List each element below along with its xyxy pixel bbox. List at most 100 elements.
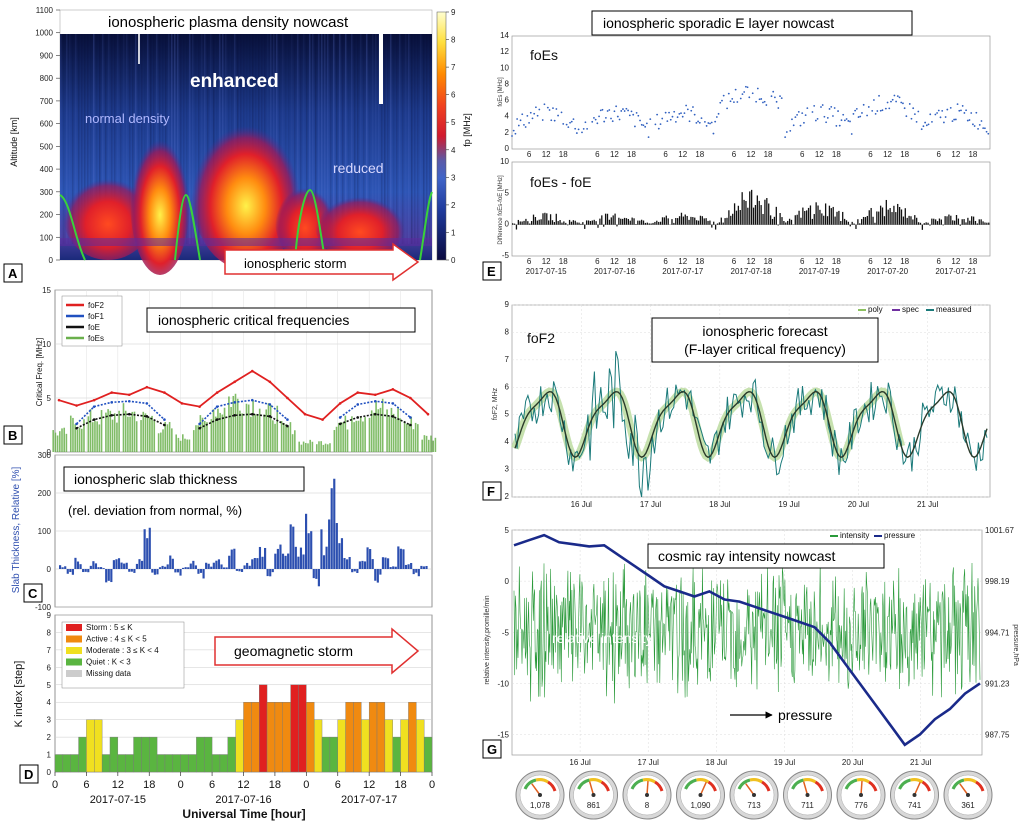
panel-e-top-ytick: 14 — [500, 31, 509, 40]
foes-foe-bar — [599, 218, 601, 225]
plasma-stripe — [177, 34, 179, 244]
foes-point — [965, 109, 967, 112]
foes-foe-bar — [934, 219, 937, 225]
foes-foe-bar — [809, 205, 812, 225]
slab-bar — [192, 560, 195, 569]
slab-bar — [156, 569, 159, 575]
foes-foe-bar — [568, 219, 571, 225]
point-foF2 — [57, 398, 61, 402]
foes-foe-bar — [811, 218, 813, 225]
slab-bar — [64, 566, 67, 569]
foes-point — [674, 120, 677, 123]
colorbar-tick-label: 6 — [451, 91, 456, 100]
foes-foe-bar — [912, 219, 914, 225]
slab-bar — [212, 562, 215, 569]
k-index-bar — [321, 736, 331, 773]
foes-bar — [309, 439, 311, 452]
panel-e-top-ytick: 12 — [500, 47, 509, 56]
gauge-arc-red — [761, 780, 771, 792]
gauge-arc-red — [654, 780, 664, 792]
foes-point — [867, 106, 870, 108]
foes-foe-bar — [980, 219, 982, 225]
panel-f-ytick: 9 — [505, 300, 510, 309]
panel-d-ylabel: K index [step] — [13, 661, 25, 728]
foes-bar — [113, 413, 116, 452]
foes-point — [562, 123, 565, 125]
foes-bar — [214, 416, 217, 452]
panel-a-colorbar-label: fp [MHz] — [462, 113, 472, 147]
panel-e-bottom-hour-tick: 6 — [595, 257, 600, 266]
panel-a-ytick-label: 700 — [40, 97, 54, 106]
foes-foe-bar — [807, 207, 810, 225]
foes-foe-bar — [984, 222, 986, 225]
panel-e-top-hour-tick: 12 — [678, 150, 687, 159]
foes-foe-bar — [661, 217, 664, 225]
foes-bar — [197, 425, 199, 452]
foes-bar — [76, 429, 79, 452]
point-foF2 — [250, 369, 254, 373]
panel-c-yaxis: -100 0 100 200 300 — [35, 451, 52, 612]
panel-e-top-hour-tick: 6 — [663, 150, 668, 159]
slab-bar — [402, 549, 405, 569]
foes-bar — [56, 435, 59, 452]
panel-d-xtick-label: 0 — [303, 779, 309, 791]
slab-bar — [287, 553, 290, 569]
panel-d-plot — [54, 684, 433, 773]
panel-d-ytick-label: 1 — [47, 751, 52, 760]
foes-foe-bar — [701, 216, 703, 225]
gauge-hub — [645, 793, 649, 797]
foes-point — [575, 132, 578, 134]
foes-bar — [83, 419, 85, 452]
gauge-needle — [531, 783, 541, 796]
foes-foe-bar — [608, 219, 611, 225]
foes-point — [973, 125, 976, 127]
foes-foe-bar — [861, 219, 863, 225]
foes-foe-bar — [957, 218, 960, 225]
foes-bar — [234, 393, 237, 452]
foes-foe-bar — [711, 224, 713, 228]
foes-point — [512, 129, 515, 132]
point-foF2 — [233, 380, 237, 384]
foes-bar — [329, 443, 331, 452]
foes-point — [739, 97, 742, 100]
foes-foe-bar — [530, 221, 533, 225]
panel-g-title-box — [647, 543, 885, 569]
plasma-stripe — [186, 34, 188, 244]
foes-bar — [417, 424, 419, 452]
plasma-stripe — [102, 34, 104, 244]
panel-a-ytick-label: 0 — [49, 256, 54, 265]
slab-bar — [246, 562, 249, 569]
legend-label-k0: Storm : 5 ≤ K — [86, 623, 133, 632]
foes-bar — [318, 441, 320, 452]
foes-point — [903, 107, 906, 110]
foes-foe-bar — [548, 220, 550, 225]
panel-g-ytick: 0 — [505, 577, 510, 586]
foes-foe-bar — [914, 215, 916, 225]
foes-foe-bar — [978, 219, 980, 225]
foes-foe-bar — [747, 207, 749, 225]
foes-point — [719, 101, 722, 104]
foes-bar — [247, 404, 250, 452]
plasma-stripe — [126, 34, 128, 244]
slab-bar — [338, 543, 341, 569]
foes-foe-bar — [523, 220, 525, 225]
foes-foe-bar — [986, 222, 988, 225]
foes-point — [924, 121, 927, 124]
foes-point — [963, 112, 966, 114]
foes-bar — [54, 432, 57, 452]
foes-bar — [135, 421, 138, 452]
panel-e-plot — [511, 85, 990, 230]
foes-bar — [428, 439, 430, 452]
foes-bar — [203, 420, 206, 452]
foes-bar — [311, 441, 314, 452]
gauge-arc-yellow — [749, 778, 763, 784]
foes-foe-bar — [726, 217, 728, 225]
plasma-stripe — [291, 34, 293, 244]
plasma-stripe — [387, 34, 389, 244]
slab-bar — [253, 558, 256, 569]
plasma-stripe — [390, 34, 392, 244]
foes-foe-bar — [563, 221, 565, 225]
panel-b-label: B — [8, 428, 17, 443]
slab-bar — [225, 567, 228, 569]
